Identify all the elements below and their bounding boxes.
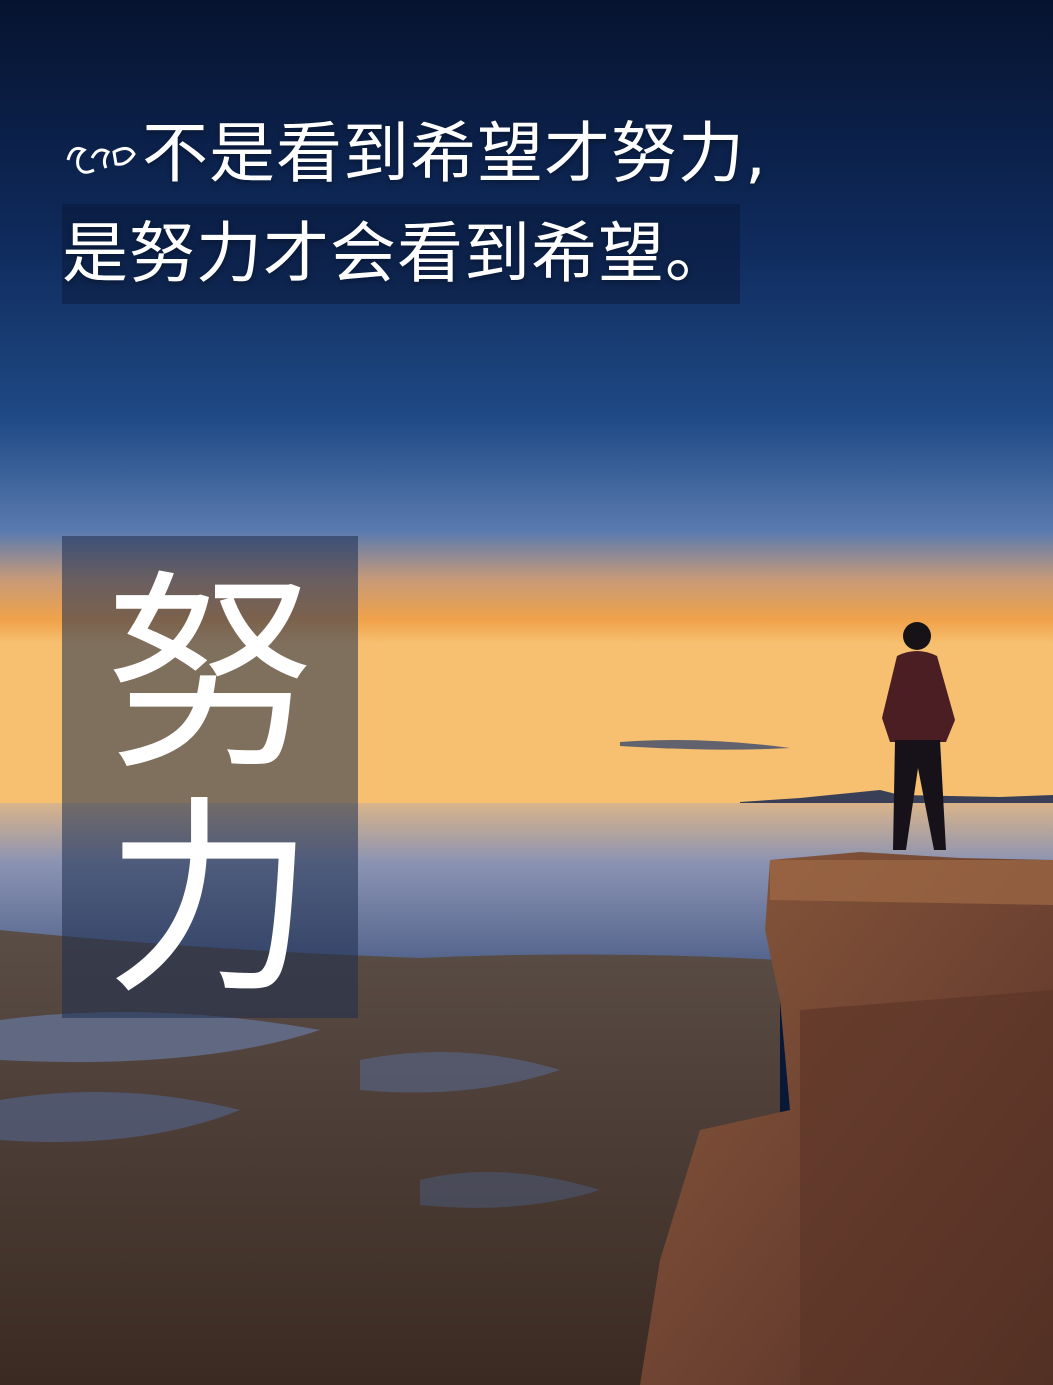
shore-water-3 <box>360 1052 560 1093</box>
quote-line-1-text: 不是看到希望才努力, <box>142 115 767 192</box>
quote-text: 不是看到希望才努力, 是努力才会看到希望。 <box>62 104 1022 304</box>
person-silhouette <box>882 622 955 850</box>
leaf-ornament-icon <box>66 146 136 174</box>
shore-water-2 <box>0 1092 240 1142</box>
quote-line-2: 是努力才会看到希望。 <box>62 204 740 304</box>
vertical-title-char-2: 力 <box>104 778 315 1023</box>
vertical-title-box: 努 力 <box>62 536 358 1018</box>
cliff-shadow <box>800 990 1053 1385</box>
shore-water-4 <box>420 1172 600 1208</box>
cliff-ledge <box>770 860 1053 905</box>
quote-line-1: 不是看到希望才努力, <box>62 104 1022 204</box>
cloud-streak <box>620 740 790 750</box>
vertical-title-char-1: 努 <box>104 553 315 798</box>
shore-water-1 <box>0 1012 320 1062</box>
